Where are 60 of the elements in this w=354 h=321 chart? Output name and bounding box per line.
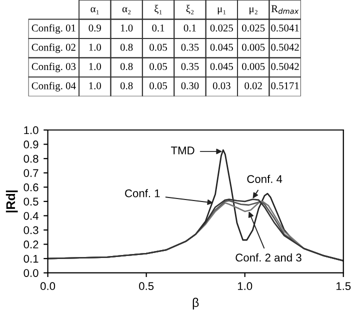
text: 0.1 (184, 24, 196, 32)
text: 1.0 (89, 82, 101, 90)
text: 0.30 (181, 82, 199, 90)
text: 0.025 (210, 24, 233, 32)
text: 0.5171 (271, 82, 299, 90)
text: 0.35 (181, 62, 199, 70)
text: 0.03 (212, 82, 230, 90)
category-label: Config. 03 (32, 62, 76, 72)
y-tick-label: 0.2 (24, 240, 38, 248)
y-tick-label: 0.3 (24, 226, 38, 234)
text: 0.1 (152, 24, 164, 32)
text: 0.005 (242, 44, 265, 51)
x-tick-label: 0.5 (139, 282, 154, 290)
category-label: α₂ (122, 7, 131, 14)
y-tick-label: 0.9 (24, 140, 38, 148)
y-tick-label: 0.7 (24, 169, 38, 177)
x-tick-label: 0.0 (40, 282, 56, 290)
y-tick-label: 0.4 (24, 212, 38, 220)
y-tick-label: 0.5 (24, 198, 38, 206)
text: 0.9 (88, 24, 101, 32)
x-tick-label: 1.0 (238, 282, 252, 290)
category-label: ξ₂ (186, 4, 194, 14)
annotation: Conf. 4 (247, 174, 282, 183)
text: 0.025 (242, 24, 265, 32)
text: 1.0 (89, 44, 101, 51)
text: 0.5042 (271, 62, 299, 70)
text: 0.045 (210, 62, 233, 70)
category-label: μ₁ (218, 7, 226, 14)
annotation: Conf. 2 and 3 (236, 253, 302, 262)
text: 0.02 (244, 82, 262, 90)
annotation: TMD (170, 146, 194, 154)
y-tick-label: 0.0 (24, 269, 38, 277)
text: 0.8 (120, 82, 133, 90)
text: 0.005 (242, 62, 265, 70)
text: 0.5041 (271, 24, 299, 32)
text: 0.05 (150, 82, 167, 90)
text: 0.5042 (271, 44, 299, 51)
text: 0.05 (150, 44, 167, 51)
category-label: Config. 04 (32, 82, 76, 92)
y-tick-label: 0.6 (24, 183, 38, 192)
y-tick-label: 0.8 (24, 154, 38, 163)
annotation: Conf. 1 (125, 189, 160, 198)
text: 1.0 (89, 62, 101, 70)
text: 0.8 (120, 44, 133, 51)
y-tick-label: 0.1 (24, 254, 38, 263)
y-tick-label: 1.0 (24, 126, 38, 134)
text: 0.35 (181, 44, 199, 51)
category-label: Config. 01 (32, 24, 76, 34)
text: 0.8 (120, 62, 133, 70)
category-label: ξ₁ (154, 4, 162, 14)
text: 1.0 (120, 24, 133, 32)
category-label: α₁ (90, 7, 99, 14)
category-label: μ₂ (250, 7, 258, 14)
category-label: Config. 02 (32, 43, 76, 53)
text: 0.045 (210, 44, 233, 51)
x-tick-label: 1.5 (336, 282, 351, 290)
y-axis-title: |Rd| (6, 190, 18, 212)
x-axis-title: β (192, 298, 199, 310)
category-label: R$_{dmax}$ (271, 5, 299, 14)
text: 0.05 (150, 62, 167, 70)
